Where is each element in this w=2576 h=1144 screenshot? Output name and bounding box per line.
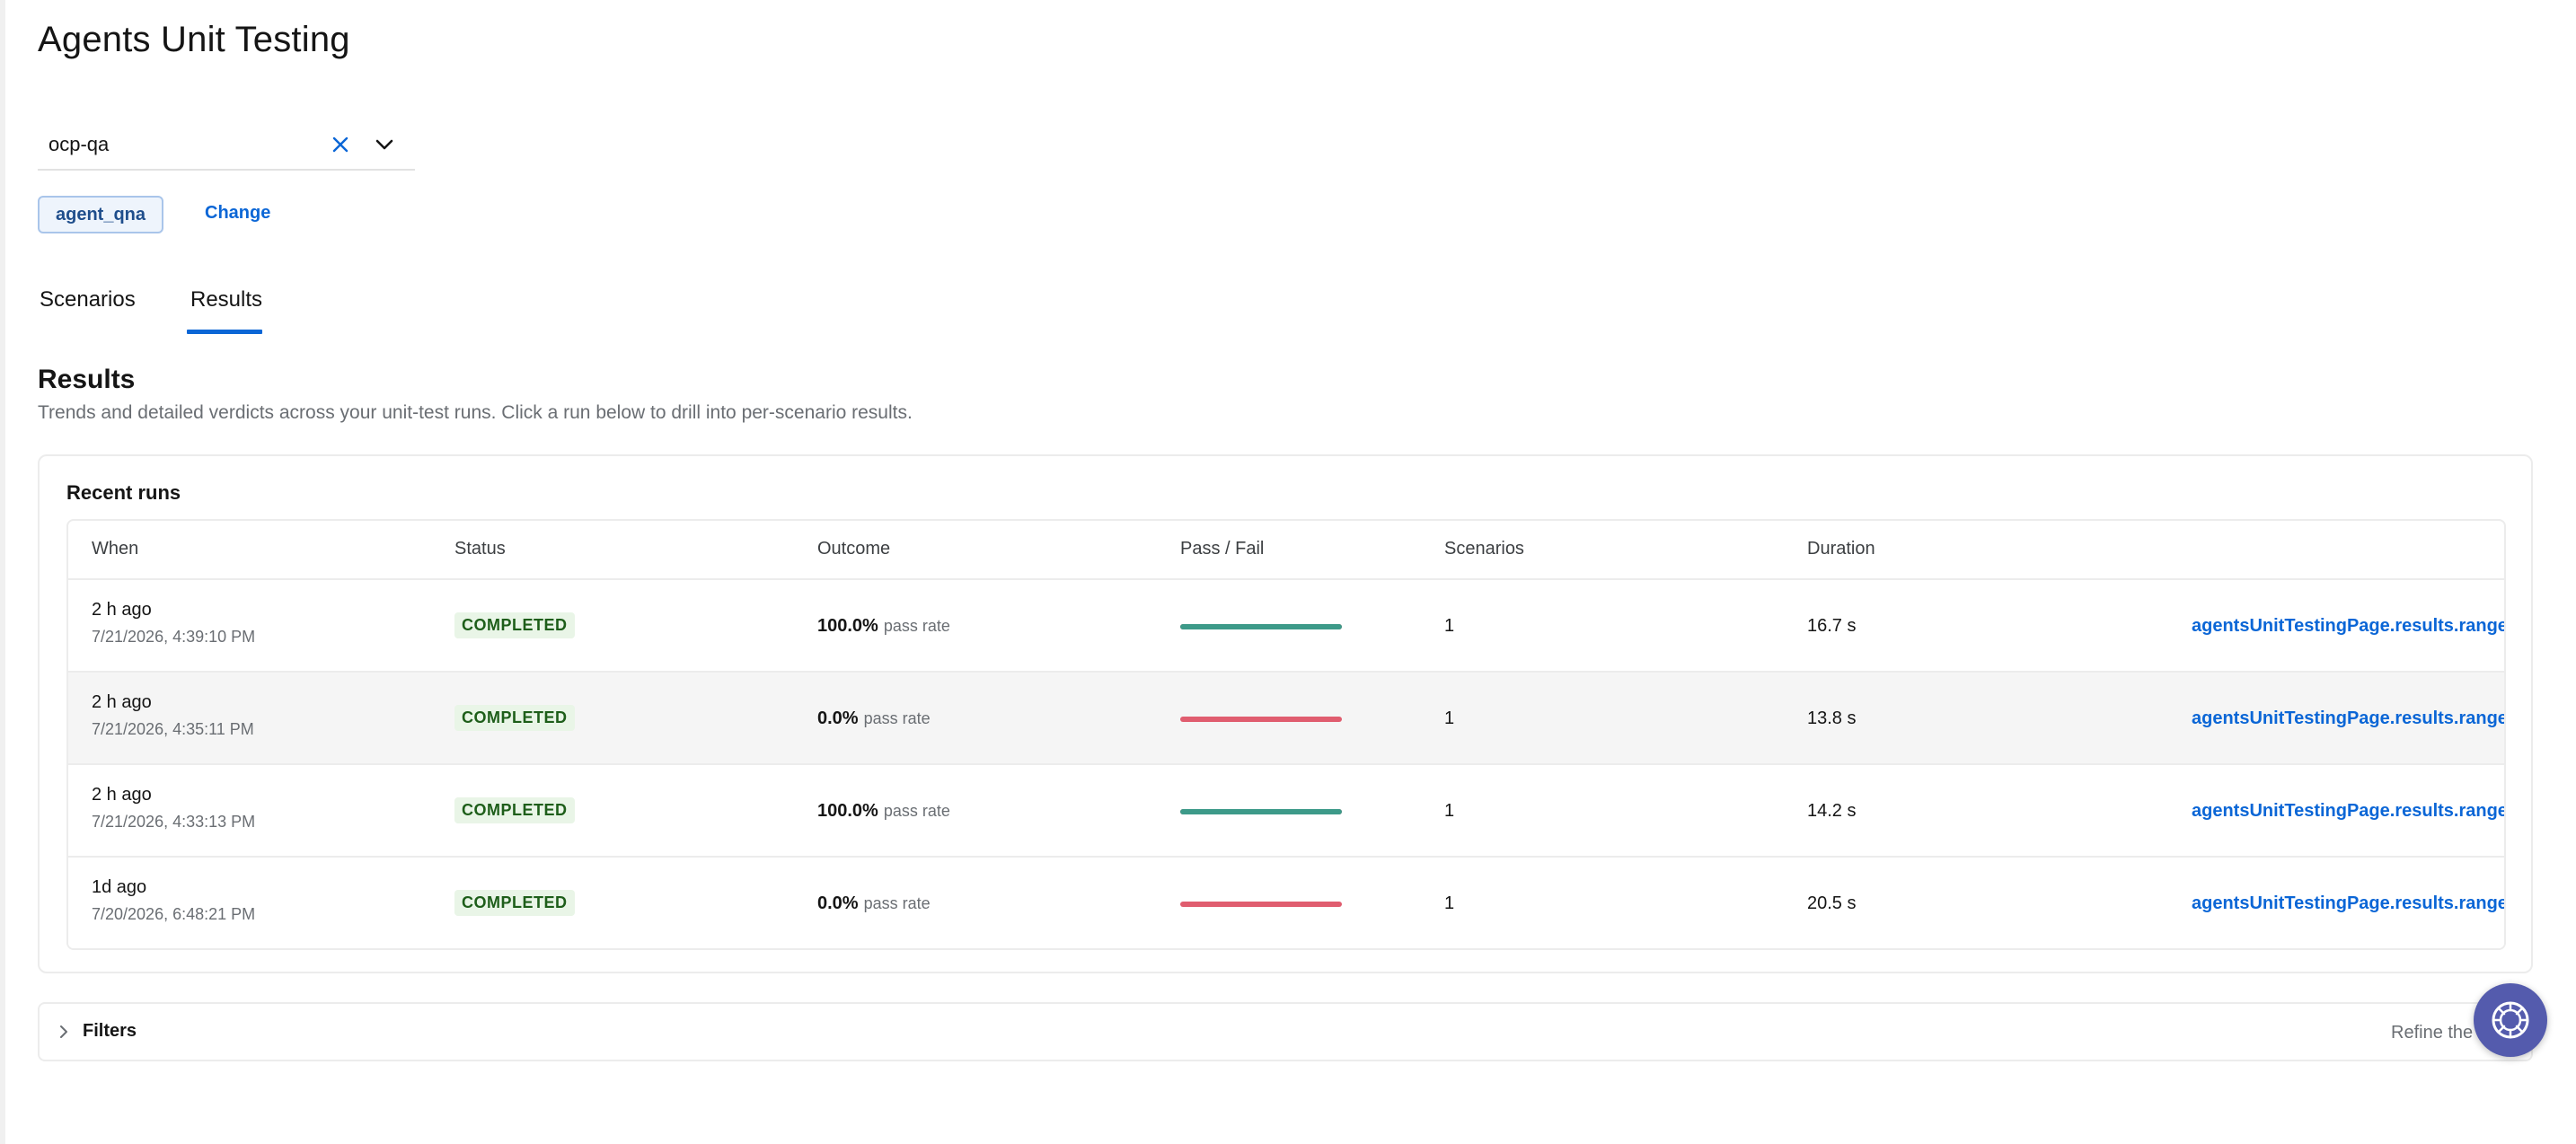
run-timestamp: 7/21/2026, 4:33:13 PM: [92, 813, 256, 831]
page-title: Agents Unit Testing: [38, 20, 350, 59]
run-outcome: 0.0% pass rate: [817, 708, 931, 729]
run-detail-link[interactable]: agentsUnitTestingPage.results.range.n: [2192, 616, 2506, 636]
column-header-scenarios: Scenarios: [1444, 539, 1524, 559]
project-select[interactable]: ocp-qa: [38, 120, 415, 171]
run-relative-time: 2 h ago: [92, 785, 152, 805]
pass-fill: [1180, 809, 1342, 814]
run-when: 2 h ago 7/21/2026, 4:33:13 PM: [92, 785, 255, 832]
run-when: 2 h ago 7/21/2026, 4:39:10 PM: [92, 600, 255, 647]
assistant-icon: [2492, 1001, 2529, 1039]
close-icon: [332, 136, 348, 153]
column-header-when: When: [92, 539, 139, 559]
run-scenarios-count: 1: [1444, 616, 1455, 636]
tab-scenarios[interactable]: Scenarios: [40, 287, 136, 312]
run-when: 1d ago 7/20/2026, 6:48:21 PM: [92, 877, 255, 924]
run-timestamp: 7/21/2026, 4:35:11 PM: [92, 720, 254, 738]
run-duration: 20.5 s: [1807, 893, 1857, 913]
run-when: 2 h ago 7/21/2026, 4:35:11 PM: [92, 692, 254, 739]
filters-hint: Refine the: [2391, 1023, 2474, 1043]
run-outcome: 100.0% pass rate: [817, 801, 950, 822]
run-relative-time: 2 h ago: [92, 600, 152, 620]
table-header: When Status Outcome Pass / Fail Scenario…: [68, 521, 2504, 580]
column-header-pass-fail: Pass / Fail: [1180, 539, 1265, 559]
run-detail-link[interactable]: agentsUnitTestingPage.results.range.n: [2192, 893, 2506, 913]
run-outcome: 0.0% pass rate: [817, 893, 931, 914]
project-select-value: ocp-qa: [49, 133, 110, 155]
active-tab-indicator: [187, 330, 262, 334]
assistant-button[interactable]: [2474, 983, 2547, 1057]
chevron-down-icon: [375, 139, 393, 150]
run-duration: 14.2 s: [1807, 801, 1857, 821]
status-badge: COMPLETED: [454, 890, 575, 916]
status-badge: COMPLETED: [454, 705, 575, 731]
pass-rate-label: pass rate: [863, 709, 931, 727]
pass-rate-value: 100.0%: [817, 801, 878, 821]
results-title: Results: [38, 365, 136, 394]
run-timestamp: 7/20/2026, 6:48:21 PM: [92, 905, 256, 923]
clear-selection-button[interactable]: [327, 131, 354, 158]
run-duration: 16.7 s: [1807, 616, 1857, 636]
recent-runs-table: When Status Outcome Pass / Fail Scenario…: [66, 519, 2506, 950]
status-badge: COMPLETED: [454, 612, 575, 638]
select-toggle-button[interactable]: [370, 131, 399, 158]
filters-panel-toggle[interactable]: Filters Refine the: [38, 1002, 2533, 1061]
run-relative-time: 1d ago: [92, 877, 147, 897]
run-scenarios-count: 1: [1444, 893, 1455, 913]
run-timestamp: 7/21/2026, 4:39:10 PM: [92, 628, 256, 646]
table-row[interactable]: 2 h ago 7/21/2026, 4:33:13 PM COMPLETED …: [68, 765, 2504, 858]
pass-rate-label: pass rate: [883, 617, 950, 635]
pass-fail-bar: [1180, 902, 1342, 907]
column-header-status: Status: [454, 539, 506, 559]
pass-rate-label: pass rate: [883, 802, 950, 820]
change-agent-button[interactable]: Change: [205, 203, 271, 223]
pass-rate-value: 0.0%: [817, 708, 859, 728]
filters-label: Filters: [83, 1021, 137, 1041]
chevron-right-icon: [59, 1024, 68, 1044]
pass-fail-bar: [1180, 809, 1342, 814]
table-row[interactable]: 2 h ago 7/21/2026, 4:35:11 PM COMPLETED …: [68, 673, 2504, 765]
left-edge: [0, 0, 5, 1144]
pass-rate-value: 100.0%: [817, 616, 878, 636]
pass-fill: [1180, 624, 1342, 629]
tab-results[interactable]: Results: [190, 287, 263, 312]
table-row[interactable]: 2 h ago 7/21/2026, 4:39:10 PM COMPLETED …: [68, 580, 2504, 673]
agent-chip: agent_qna: [38, 196, 164, 233]
pass-rate-value: 0.0%: [817, 893, 859, 913]
column-header-duration: Duration: [1807, 539, 1875, 559]
pass-rate-label: pass rate: [863, 894, 931, 912]
results-description: Trends and detailed verdicts across your…: [38, 402, 913, 423]
run-detail-link[interactable]: agentsUnitTestingPage.results.range.n: [2192, 801, 2506, 821]
pass-fail-bar: [1180, 717, 1342, 722]
pass-fail-bar: [1180, 624, 1342, 629]
run-detail-link[interactable]: agentsUnitTestingPage.results.range.n: [2192, 708, 2506, 728]
run-scenarios-count: 1: [1444, 801, 1455, 821]
table-row[interactable]: 1d ago 7/20/2026, 6:48:21 PM COMPLETED 0…: [68, 858, 2506, 948]
status-badge: COMPLETED: [454, 797, 575, 823]
column-header-outcome: Outcome: [817, 539, 891, 559]
run-outcome: 100.0% pass rate: [817, 616, 950, 637]
recent-runs-title: Recent runs: [66, 481, 181, 504]
run-relative-time: 2 h ago: [92, 692, 152, 712]
run-scenarios-count: 1: [1444, 708, 1455, 728]
recent-runs-card: Recent runs When Status Outcome Pass / F…: [38, 454, 2533, 973]
run-duration: 13.8 s: [1807, 708, 1857, 728]
